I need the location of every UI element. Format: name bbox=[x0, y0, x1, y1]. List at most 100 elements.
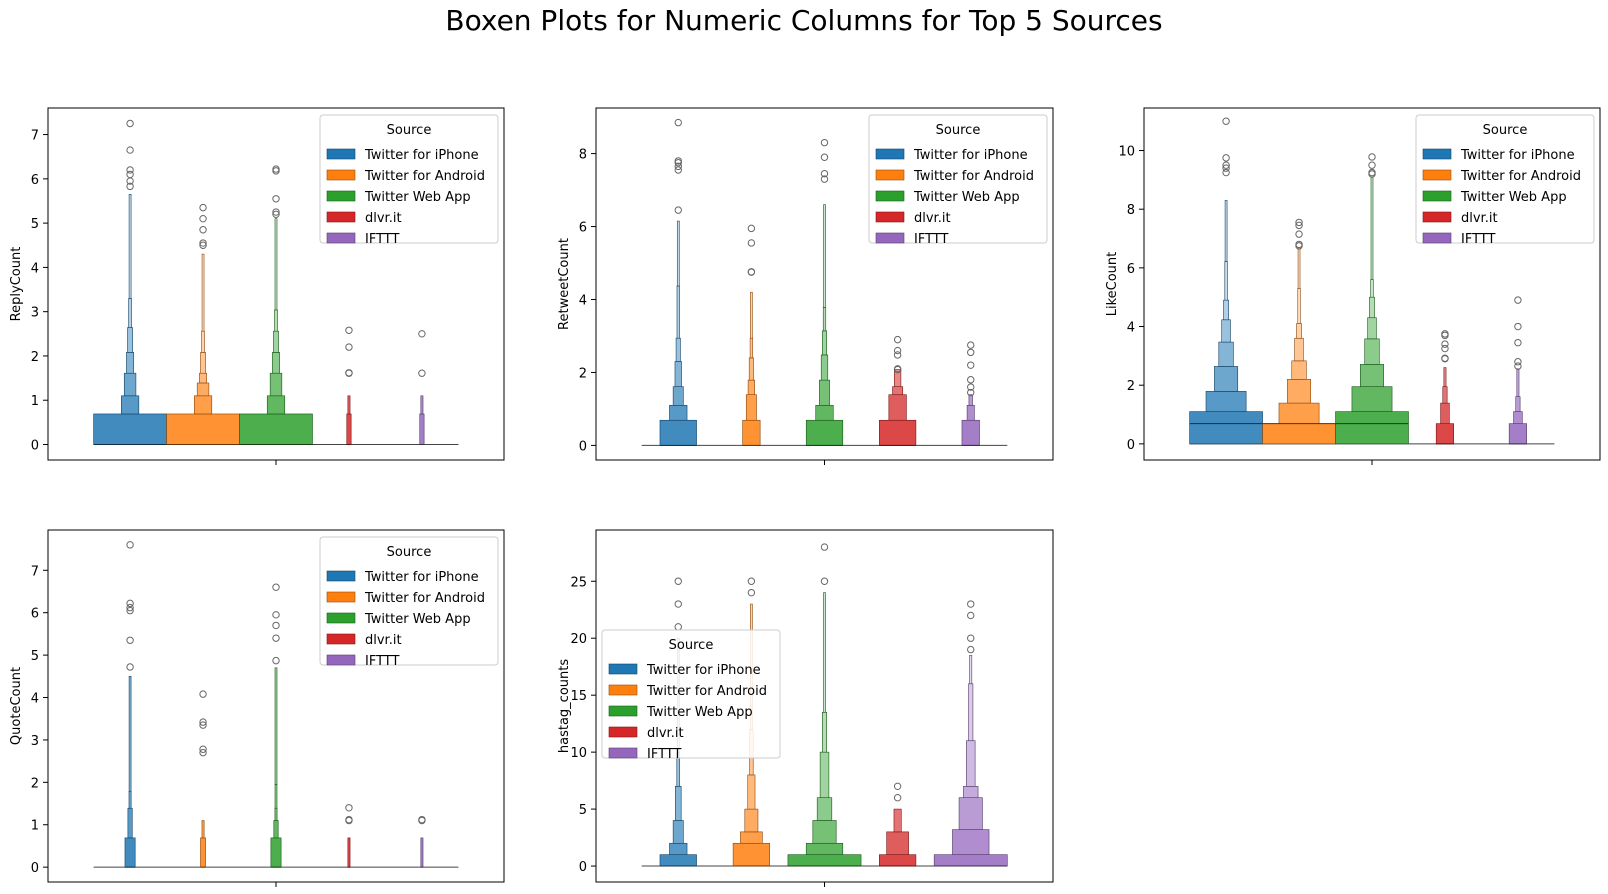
outlier-point bbox=[1368, 170, 1376, 178]
outlier-point bbox=[1368, 153, 1376, 161]
boxen-box bbox=[1370, 176, 1374, 280]
outlier-point bbox=[1222, 117, 1230, 125]
outlier-point bbox=[674, 600, 682, 608]
boxen-box bbox=[893, 808, 902, 833]
boxen-box bbox=[200, 352, 206, 374]
y-tick-label: 8 bbox=[1127, 203, 1135, 218]
boxen-box bbox=[273, 330, 279, 353]
outlier-point bbox=[893, 794, 902, 802]
outlier-point bbox=[674, 206, 682, 214]
series-ifttt bbox=[418, 330, 426, 446]
boxen-box bbox=[128, 298, 132, 328]
outlier-point bbox=[199, 226, 207, 234]
outlier-point bbox=[967, 383, 975, 391]
outlier-point bbox=[1441, 354, 1449, 362]
outlier-point bbox=[199, 745, 207, 753]
legend-swatch bbox=[326, 190, 356, 202]
outlier-point bbox=[126, 599, 134, 608]
outlier-point bbox=[199, 748, 207, 757]
y-axis-label: hastag_counts bbox=[557, 659, 572, 753]
legend-entry: Twitter Web App bbox=[1460, 190, 1567, 205]
outlier-point bbox=[893, 351, 902, 359]
outlier-point bbox=[820, 577, 829, 585]
outlier-point bbox=[272, 656, 280, 665]
boxen-box bbox=[201, 820, 205, 839]
outlier-point bbox=[747, 577, 756, 585]
y-tick-label: 7 bbox=[31, 564, 39, 579]
boxen-box bbox=[745, 394, 757, 421]
outlier-point bbox=[199, 241, 207, 249]
legend-entry: Twitter for iPhone bbox=[646, 663, 761, 678]
y-tick-label: 5 bbox=[31, 217, 39, 232]
outlier-point bbox=[674, 162, 682, 171]
boxen-box bbox=[675, 786, 682, 821]
legend-entry: dlvr.it bbox=[647, 726, 684, 741]
outlier-point bbox=[1222, 168, 1230, 177]
y-tick-label: 20 bbox=[570, 632, 587, 647]
legend-entry: Twitter for Android bbox=[646, 684, 767, 699]
boxen-box bbox=[266, 395, 286, 415]
outlier-point bbox=[1368, 161, 1376, 169]
outlier-point bbox=[820, 153, 829, 161]
boxen-box bbox=[272, 352, 280, 374]
y-tick-label: 0 bbox=[579, 439, 587, 454]
outlier-point bbox=[126, 636, 134, 644]
boxen-box bbox=[1224, 200, 1228, 262]
outlier-point bbox=[674, 118, 682, 127]
boxen-box bbox=[805, 842, 844, 855]
series-twitter-for-android bbox=[1262, 218, 1336, 445]
legend-entry: Twitter for Android bbox=[1460, 169, 1581, 184]
outlier-point bbox=[820, 169, 829, 178]
boxen-box bbox=[888, 394, 907, 421]
boxen-box bbox=[274, 807, 278, 821]
outlier-point bbox=[1514, 362, 1522, 370]
boxen-box bbox=[822, 330, 827, 356]
boxen-box bbox=[672, 386, 684, 406]
outlier-point bbox=[345, 815, 353, 824]
series-ifttt bbox=[933, 600, 1008, 867]
series-ifttt bbox=[418, 815, 426, 868]
outlier-point bbox=[1441, 340, 1449, 348]
outlier-point bbox=[747, 588, 756, 597]
boxen-box bbox=[1443, 367, 1447, 387]
boxen-box bbox=[193, 395, 213, 415]
boxen-box bbox=[1189, 411, 1263, 445]
legend-entry: Twitter Web App bbox=[646, 705, 753, 720]
outlier-point bbox=[199, 214, 207, 223]
boxen-box bbox=[201, 330, 205, 353]
outlier-point bbox=[1222, 154, 1230, 162]
boxen-box bbox=[1335, 411, 1409, 445]
outlier-point bbox=[199, 718, 207, 726]
legend: Source Twitter for iPhone Twitter for Andr… bbox=[868, 114, 1048, 247]
legend-entry: Twitter for Android bbox=[364, 169, 485, 184]
boxen-box bbox=[742, 419, 761, 446]
legend: Source Twitter for iPhone Twitter for Andr… bbox=[319, 536, 499, 669]
legend-swatch bbox=[608, 684, 638, 696]
boxen-box bbox=[815, 404, 834, 421]
outlier-point bbox=[272, 208, 280, 216]
outlier-point bbox=[893, 346, 902, 355]
legend-entry: dlvr.it bbox=[914, 211, 951, 226]
boxen-box bbox=[274, 784, 278, 809]
outlier-point bbox=[967, 600, 975, 608]
boxen-box bbox=[1214, 366, 1239, 392]
legend-title: Source bbox=[387, 545, 432, 560]
boxen-box bbox=[126, 352, 135, 374]
boxen-box bbox=[1516, 368, 1520, 397]
outlier-point bbox=[1222, 164, 1230, 172]
boxen-box bbox=[123, 372, 137, 397]
legend-entry: dlvr.it bbox=[365, 633, 402, 648]
boxen-box bbox=[659, 419, 697, 446]
outlier-point bbox=[1295, 221, 1303, 230]
y-tick-label: 3 bbox=[31, 734, 39, 749]
outlier-point bbox=[126, 119, 134, 128]
legend-entry: IFTTT bbox=[365, 654, 400, 669]
outlier-point bbox=[1295, 230, 1303, 238]
boxen-box bbox=[1262, 423, 1336, 445]
outlier-point bbox=[747, 268, 756, 276]
legend-swatch bbox=[608, 705, 638, 717]
legend-swatch bbox=[326, 612, 356, 624]
boxen-box bbox=[675, 337, 681, 362]
boxen-box bbox=[659, 854, 697, 867]
